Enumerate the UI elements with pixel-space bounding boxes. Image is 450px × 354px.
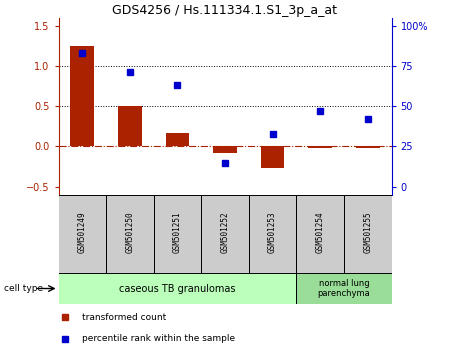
FancyBboxPatch shape (106, 195, 153, 273)
Bar (118, 106, 142, 147)
Bar (166, 133, 189, 147)
Text: caseous TB granulomas: caseous TB granulomas (119, 284, 236, 293)
Text: transformed count: transformed count (82, 313, 166, 322)
FancyBboxPatch shape (58, 195, 106, 273)
Text: GSM501253: GSM501253 (268, 211, 277, 253)
Text: GSM501249: GSM501249 (78, 211, 87, 253)
Text: GSM501255: GSM501255 (363, 211, 372, 253)
Bar (261, 147, 284, 168)
Bar (70, 46, 94, 147)
Text: percentile rank within the sample: percentile rank within the sample (82, 335, 235, 343)
FancyBboxPatch shape (297, 195, 344, 273)
Text: GSM501252: GSM501252 (220, 211, 230, 253)
Bar (213, 147, 237, 153)
Title: GDS4256 / Hs.111334.1.S1_3p_a_at: GDS4256 / Hs.111334.1.S1_3p_a_at (112, 4, 338, 17)
Text: cell type: cell type (4, 284, 44, 293)
Text: normal lung
parenchyma: normal lung parenchyma (318, 279, 370, 298)
FancyBboxPatch shape (297, 273, 392, 304)
Text: GSM501254: GSM501254 (315, 211, 324, 253)
FancyBboxPatch shape (344, 195, 392, 273)
FancyBboxPatch shape (201, 195, 249, 273)
FancyBboxPatch shape (249, 195, 297, 273)
Bar (356, 147, 380, 148)
Text: GSM501251: GSM501251 (173, 211, 182, 253)
Text: GSM501250: GSM501250 (126, 211, 135, 253)
FancyBboxPatch shape (153, 195, 201, 273)
FancyBboxPatch shape (58, 273, 297, 304)
Bar (308, 147, 332, 148)
